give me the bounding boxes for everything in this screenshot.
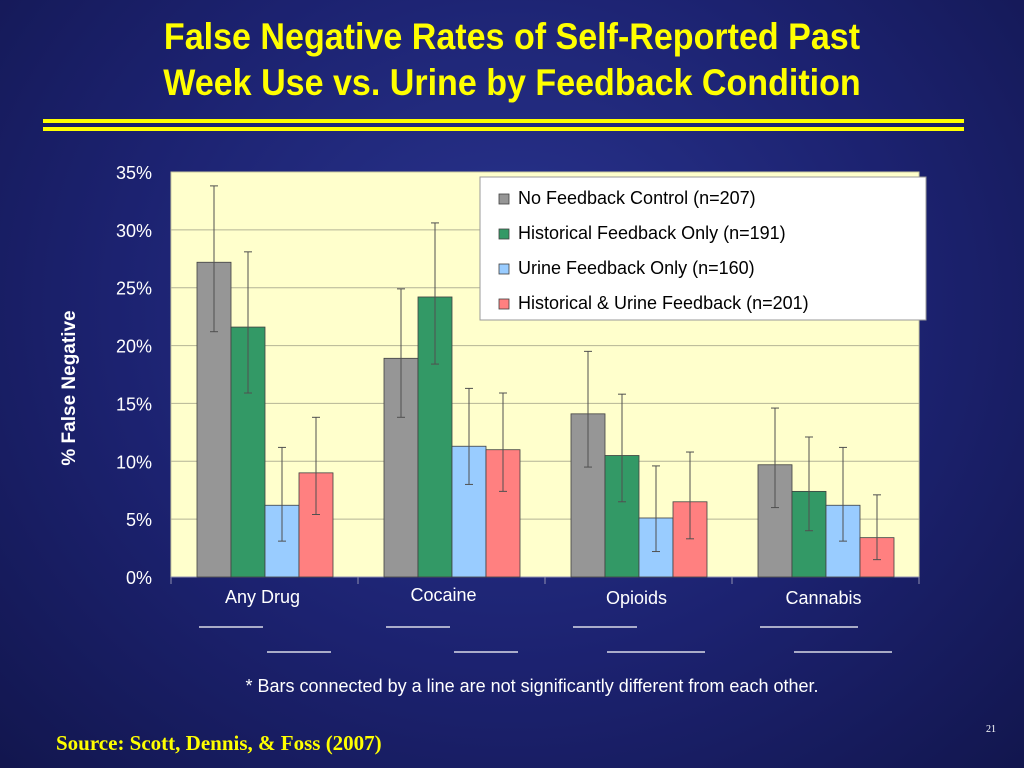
legend-label: Historical & Urine Feedback (n=201) — [518, 293, 809, 313]
y-axis-title: % False Negative — [59, 310, 80, 466]
y-tick-label: 20% — [116, 337, 152, 357]
footnote: * Bars connected by a line are not signi… — [245, 676, 819, 696]
y-tick-label: 30% — [116, 221, 152, 241]
legend-label: Historical Feedback Only (n=191) — [518, 223, 786, 243]
x-category-label: Cannabis — [785, 588, 861, 608]
y-tick-label: 0% — [126, 568, 152, 588]
legend-swatch — [498, 228, 510, 240]
y-tick-label: 10% — [116, 452, 152, 472]
slide-title-line2: Week Use vs. Urine by Feedback Condition — [163, 62, 861, 103]
page-number: 21 — [986, 724, 996, 735]
slide-title-line1: False Negative Rates of Self-Reported Pa… — [163, 16, 861, 57]
legend-swatch — [498, 298, 510, 310]
legend-box — [479, 176, 927, 321]
x-category-label: Cocaine — [410, 585, 476, 605]
legend-label: Urine Feedback Only (n=160) — [518, 258, 755, 278]
source-citation: Source: Scott, Dennis, & Foss (2007) — [56, 731, 382, 755]
title-rule-bottom — [43, 127, 964, 131]
legend-swatch — [498, 263, 510, 275]
y-tick-label: 5% — [126, 510, 152, 530]
y-tick-label: 35% — [116, 163, 152, 183]
x-category-label: Opioids — [606, 588, 667, 608]
legend-label: No Feedback Control (n=207) — [518, 188, 756, 208]
slide-title: False Negative Rates of Self-Reported Pa… — [41, 14, 983, 106]
title-rule-top — [43, 119, 964, 123]
y-tick-label: 15% — [116, 394, 152, 414]
y-tick-label: 25% — [116, 279, 152, 299]
x-category-label: Any Drug — [225, 587, 300, 607]
legend-swatch — [498, 193, 510, 205]
